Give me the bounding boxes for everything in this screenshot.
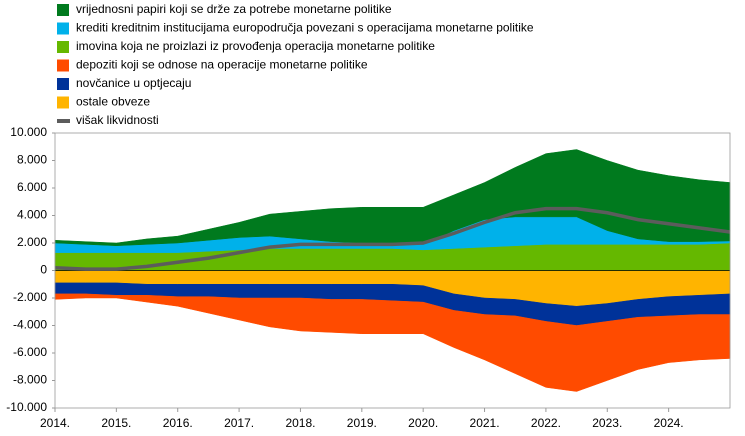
y-tick-label: -6.000 [13,345,47,359]
legend-swatch [57,59,69,72]
y-tick-label: 8.000 [17,153,47,167]
x-tick-label: 2024. [654,416,684,430]
area [54,149,731,247]
legend-label: krediti kreditnim institucijama europodr… [76,21,534,35]
legend-swatch [57,96,69,109]
legend-swatch [57,22,69,35]
legend-label: vrijednosni papiri koji se drže za potre… [76,2,392,16]
y-tick-label: 10.000 [10,125,47,139]
legend-label: novčanice u optjecaju [76,76,191,90]
y-tick-label: 2.000 [17,235,47,249]
x-tick-label: 2018. [285,416,315,430]
x-tick-label: 2015. [101,416,131,430]
legend-swatch [57,78,69,90]
x-tick-label: 2020. [408,416,438,430]
line [54,206,731,271]
x-tick-label: 2021. [470,416,500,430]
x-tick-label: 2014. [40,416,70,430]
legend-label: višak likvidnosti [76,113,159,127]
y-tick-label: 0 [40,263,47,277]
y-tick-label: -8.000 [13,373,47,387]
legend-swatch [57,4,69,16]
x-tick-label: 2016. [163,416,193,430]
y-tick-label: -10.000 [6,400,47,414]
y-tick-label: 4.000 [17,208,47,222]
x-tick-label: 2017. [224,416,254,430]
legend-label: depoziti koji se odnose na operacije mon… [76,58,368,72]
y-tick-label: -4.000 [13,318,47,332]
y-tick-label: -2.000 [13,290,47,304]
legend-label: ostale obveze [76,95,150,109]
legend-swatch [57,41,69,53]
x-tick-label: 2023. [592,416,622,430]
y-tick-label: 6.000 [17,180,47,194]
x-tick-label: 2022. [531,416,561,430]
x-tick-label: 2019. [347,416,377,430]
legend-label: imovina koja ne proizlazi iz provođenja … [76,39,435,53]
